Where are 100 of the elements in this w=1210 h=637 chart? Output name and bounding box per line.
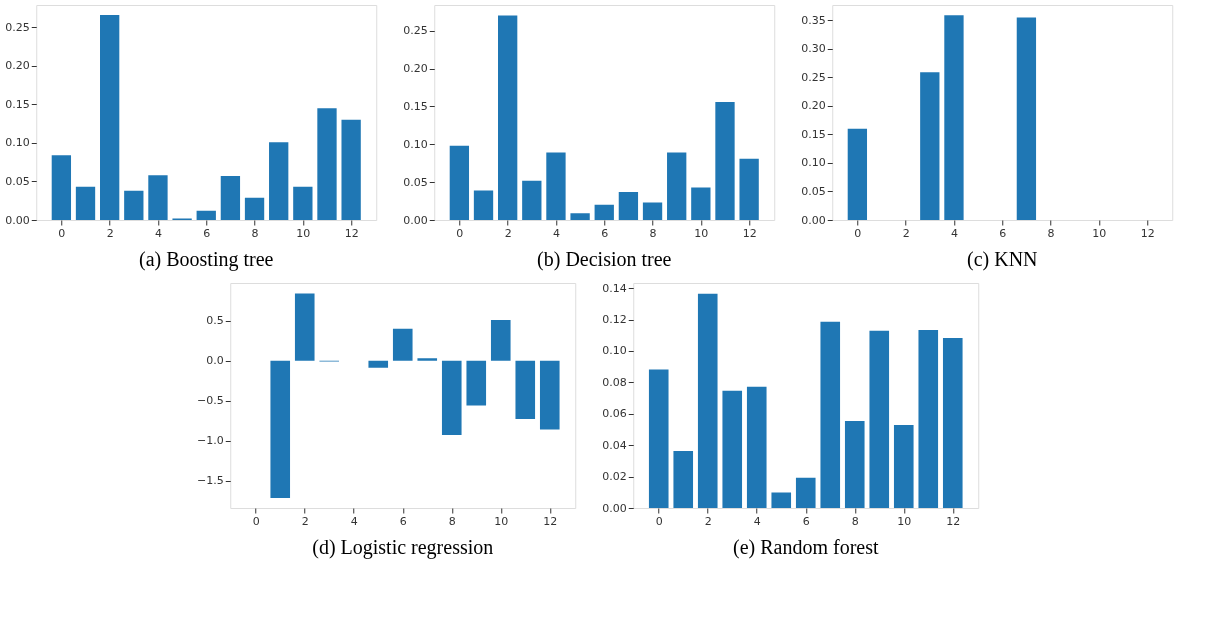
x-tick-label: 0 bbox=[854, 226, 862, 240]
y-tick-label: 0.15 bbox=[801, 127, 826, 141]
y-tick-label: 0.10 bbox=[602, 344, 627, 358]
bar bbox=[942, 338, 963, 508]
x-tick-label: 10 bbox=[694, 226, 709, 240]
x-tick-label: 6 bbox=[999, 226, 1007, 240]
bar bbox=[270, 360, 291, 499]
x-tick-label: 0 bbox=[655, 514, 663, 528]
x-tick-label: 4 bbox=[950, 226, 958, 240]
bar bbox=[269, 142, 289, 220]
y-tick-label: −1.0 bbox=[197, 434, 224, 448]
bar bbox=[918, 330, 939, 508]
x-tick-label: 6 bbox=[802, 514, 810, 528]
y-tick-label: 0.06 bbox=[602, 407, 627, 421]
x-tick-label: 12 bbox=[946, 514, 961, 528]
x-tick-label: 8 bbox=[448, 514, 456, 528]
x-tick-label: 4 bbox=[552, 226, 560, 240]
y-tick-label: 0.20 bbox=[5, 59, 30, 73]
y-tick-label: 0.10 bbox=[403, 137, 428, 151]
bar bbox=[51, 155, 72, 220]
bar bbox=[739, 158, 759, 220]
x-tick-label: 12 bbox=[1140, 226, 1155, 240]
bar bbox=[244, 197, 265, 220]
bar bbox=[100, 15, 120, 220]
bar bbox=[673, 451, 694, 508]
x-tick-label: 10 bbox=[897, 514, 912, 528]
bar bbox=[869, 330, 890, 508]
bar bbox=[920, 72, 940, 220]
text: (a) Boosting tree bbox=[139, 248, 274, 271]
y-tick-label: 0.20 bbox=[801, 99, 826, 113]
x-tick-label: 8 bbox=[649, 226, 657, 240]
x-tick-label: 2 bbox=[902, 226, 910, 240]
text: (c) KNN bbox=[966, 248, 1038, 271]
x-tick-label: 0 bbox=[456, 226, 464, 240]
bar bbox=[746, 386, 767, 508]
x-tick-label: 8 bbox=[851, 514, 859, 528]
x-tick-label: 4 bbox=[753, 514, 761, 528]
bar bbox=[771, 492, 792, 508]
bar bbox=[490, 319, 511, 361]
y-tick-label: 0.04 bbox=[602, 438, 627, 452]
x-tick-label: 10 bbox=[296, 226, 311, 240]
y-tick-label: 0.05 bbox=[5, 174, 30, 188]
bar bbox=[944, 15, 964, 220]
bar bbox=[473, 190, 494, 220]
bar bbox=[417, 358, 438, 361]
x-tick-label: 12 bbox=[742, 226, 757, 240]
bar bbox=[1016, 17, 1037, 220]
bar bbox=[697, 293, 718, 508]
y-tick-label: 0.35 bbox=[801, 13, 826, 27]
text: (b) Decision tree bbox=[537, 248, 672, 271]
x-tick-label: 2 bbox=[106, 226, 114, 240]
y-tick-label: 0.00 bbox=[5, 213, 30, 227]
bar bbox=[642, 202, 663, 220]
y-tick-label: −1.5 bbox=[197, 474, 224, 488]
y-tick-label: 0.5 bbox=[206, 314, 224, 328]
bar bbox=[570, 213, 590, 220]
bar bbox=[441, 360, 462, 435]
y-tick-label: 0.20 bbox=[403, 62, 428, 76]
bar bbox=[341, 119, 361, 220]
y-tick-label: 0.12 bbox=[602, 313, 627, 327]
x-tick-label: 2 bbox=[504, 226, 512, 240]
x-tick-label: 4 bbox=[154, 226, 162, 240]
bar bbox=[715, 101, 735, 220]
x-tick-label: 0 bbox=[58, 226, 66, 240]
bar bbox=[539, 360, 560, 430]
y-tick-label: 0.15 bbox=[403, 99, 428, 113]
bar bbox=[844, 421, 865, 508]
bar bbox=[667, 152, 687, 220]
bar bbox=[449, 145, 470, 220]
bar bbox=[618, 191, 639, 220]
bar bbox=[293, 186, 313, 220]
x-tick-label: 10 bbox=[1092, 226, 1107, 240]
bar bbox=[594, 204, 614, 220]
x-tick-label: 10 bbox=[494, 514, 509, 528]
bar bbox=[196, 210, 216, 220]
y-tick-label: −0.5 bbox=[197, 394, 224, 408]
bar bbox=[498, 15, 518, 220]
bar bbox=[795, 477, 816, 508]
bar bbox=[648, 369, 669, 508]
bar bbox=[515, 360, 536, 419]
bar bbox=[75, 186, 96, 220]
y-tick-label: 0.25 bbox=[403, 24, 428, 38]
x-tick-label: 8 bbox=[1047, 226, 1055, 240]
y-tick-label: 0.14 bbox=[602, 281, 627, 295]
bar bbox=[722, 390, 743, 508]
y-tick-label: 0.08 bbox=[602, 375, 627, 389]
y-tick-label: 0.30 bbox=[801, 42, 826, 56]
x-tick-label: 0 bbox=[252, 514, 260, 528]
x-tick-label: 4 bbox=[350, 514, 358, 528]
y-tick-label: 0.25 bbox=[801, 70, 826, 84]
bar bbox=[317, 108, 337, 220]
bar bbox=[220, 176, 241, 220]
y-tick-label: 0.00 bbox=[801, 213, 826, 227]
text: (e) Random forest bbox=[732, 536, 879, 559]
y-tick-label: 0.10 bbox=[801, 156, 826, 170]
bar bbox=[148, 175, 168, 220]
y-tick-label: 0.05 bbox=[403, 175, 428, 189]
bar bbox=[893, 425, 914, 508]
bar bbox=[466, 360, 487, 406]
bar bbox=[847, 128, 868, 220]
